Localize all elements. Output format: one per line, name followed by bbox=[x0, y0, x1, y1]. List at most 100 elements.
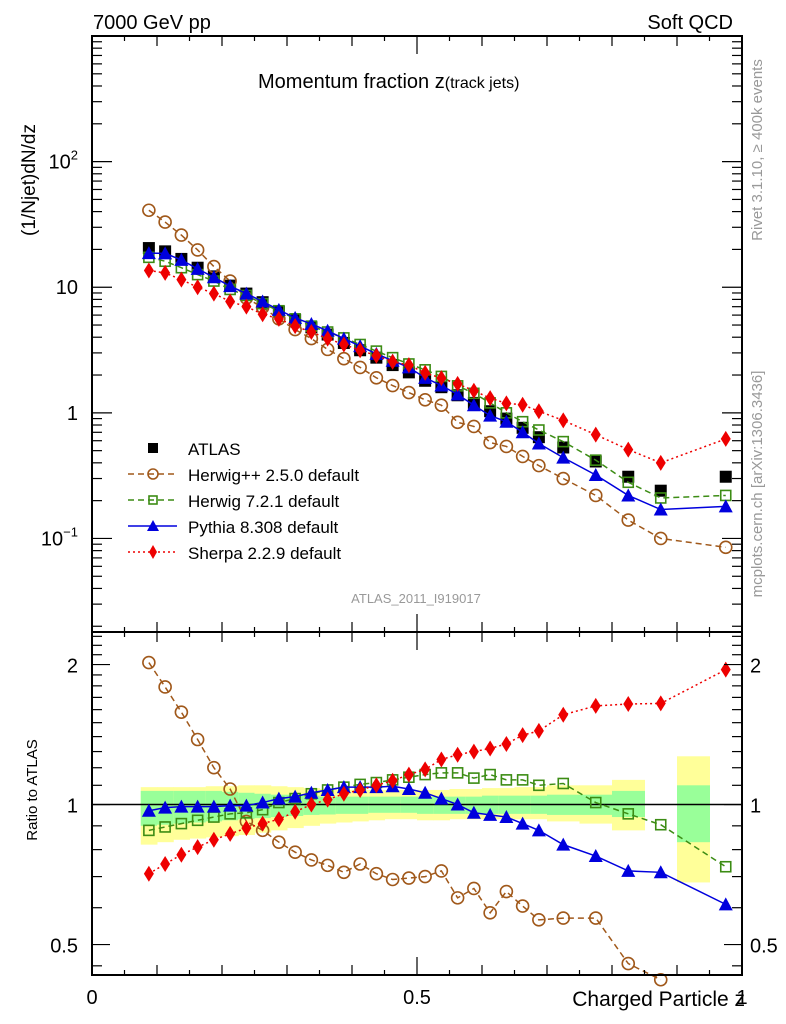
ratio-point-herwig-7-2-1-default bbox=[622, 808, 635, 820]
ratio-point-herwig-2-5-0-default bbox=[353, 857, 367, 871]
analysis-id-label: ATLAS_2011_I919017 bbox=[351, 591, 481, 606]
main-plot-frame bbox=[91, 35, 743, 633]
ratio-point-sherpa-2-2-9-default bbox=[176, 846, 187, 863]
ratio-y-tick-label-left: 2 bbox=[67, 656, 78, 678]
ratio-point-sherpa-2-2-9-default bbox=[273, 811, 284, 828]
ratio-point-herwig-2-5-0-default bbox=[207, 760, 221, 775]
main-point-sherpa-2-2-9-default bbox=[290, 318, 301, 335]
main-point-atlas bbox=[557, 441, 570, 454]
ratio-point-pythia-8-308-default bbox=[174, 799, 189, 813]
main-y-axis-label: (1/Njet)dN/dz bbox=[19, 124, 40, 236]
main-point-pythia-8-308-default bbox=[515, 425, 530, 439]
ratio-point-sherpa-2-2-9-default bbox=[720, 661, 731, 678]
ratio-point-herwig-2-5-0-default bbox=[304, 853, 319, 867]
ratio-point-herwig-2-5-0-default bbox=[467, 881, 481, 896]
x-tick-label: 1 bbox=[736, 987, 747, 1009]
ratio-point-herwig-2-5-0-default bbox=[190, 732, 205, 747]
x-tick-label: 0.5 bbox=[403, 987, 431, 1009]
x-axis-label: Charged Particle z bbox=[572, 988, 745, 1011]
main-point-herwig-2-5-0-default bbox=[418, 393, 432, 407]
ratio-point-pythia-8-308-default bbox=[223, 798, 238, 812]
ratio-point-herwig-2-5-0-default bbox=[434, 864, 449, 878]
main-point-sherpa-2-2-9-default bbox=[355, 342, 366, 359]
main-point-pythia-8-308-default bbox=[483, 408, 498, 422]
main-point-pythia-8-308-default bbox=[239, 286, 254, 300]
ratio-point-sherpa-2-2-9-default bbox=[355, 781, 366, 798]
main-point-herwig-2-5-0-default bbox=[369, 371, 384, 385]
ratio-y-tick-label-left: 1 bbox=[67, 796, 78, 818]
main-point-herwig-2-5-0-default bbox=[588, 488, 603, 503]
main-point-sherpa-2-2-9-default bbox=[468, 382, 479, 399]
main-point-sherpa-2-2-9-default bbox=[420, 364, 431, 381]
main-point-sherpa-2-2-9-default bbox=[225, 293, 236, 310]
ratio-point-pythia-8-308-default bbox=[531, 823, 546, 837]
ratio-point-sherpa-2-2-9-default bbox=[452, 746, 463, 763]
ratio-point-sherpa-2-2-9-default bbox=[468, 743, 479, 760]
main-point-pythia-8-308-default bbox=[718, 499, 733, 513]
mcplots-source-label: mcplots.cern.ch [arXiv:1306.3436] bbox=[749, 371, 766, 598]
main-point-sherpa-2-2-9-default bbox=[176, 271, 187, 288]
main-point-pythia-8-308-default bbox=[499, 414, 514, 428]
main-point-sherpa-2-2-9-default bbox=[403, 357, 414, 374]
ratio-point-herwig-7-2-1-default bbox=[654, 818, 667, 831]
main-point-pythia-8-308-default bbox=[174, 252, 189, 266]
legend-marker-atlas bbox=[148, 443, 158, 453]
main-point-herwig-2-5-0-default bbox=[621, 513, 636, 527]
main-point-herwig-2-5-0-default bbox=[653, 531, 668, 546]
ratio-point-pythia-8-308-default bbox=[588, 849, 603, 863]
ratio-point-herwig-2-5-0-default bbox=[288, 845, 302, 859]
main-series-group bbox=[141, 203, 733, 555]
legend-marker-pythia-8-308-default bbox=[147, 520, 159, 531]
main-point-pythia-8-308-default bbox=[304, 316, 319, 330]
legend: ATLAS Herwig++ 2.5.0 default Herwig 7.2.1 … bbox=[128, 440, 359, 563]
ratio-point-herwig-2-5-0-default bbox=[499, 884, 514, 899]
main-line-herwig-2-5-0-default bbox=[148, 209, 726, 549]
ratio-point-pythia-8-308-default bbox=[288, 789, 303, 803]
header-left: 7000 GeV pp bbox=[93, 12, 211, 34]
ratio-point-pythia-8-308-default bbox=[401, 782, 416, 796]
ratio-point-sherpa-2-2-9-default bbox=[387, 772, 398, 789]
main-point-herwig-2-5-0-default bbox=[142, 203, 156, 218]
ratio-point-herwig-2-5-0-default bbox=[369, 866, 384, 881]
ratio-point-pythia-8-308-default bbox=[621, 863, 636, 877]
ratio-point-herwig-7-2-1-default bbox=[500, 774, 513, 786]
main-point-herwig-7-2-1-default bbox=[533, 424, 545, 436]
ratio-point-herwig-7-2-1-default bbox=[435, 767, 448, 779]
main-point-sherpa-2-2-9-default bbox=[208, 285, 219, 302]
main-point-pythia-8-308-default bbox=[206, 270, 221, 284]
ratio-point-pythia-8-308-default bbox=[653, 865, 668, 879]
main-y-tick-label: 102 bbox=[49, 148, 78, 174]
main-point-sherpa-2-2-9-default bbox=[517, 396, 528, 413]
x-tick-label: 0 bbox=[86, 987, 97, 1009]
ratio-point-pythia-8-308-default bbox=[255, 795, 270, 809]
main-point-pythia-8-308-default bbox=[271, 302, 286, 316]
ratio-point-pythia-8-308-default bbox=[239, 798, 254, 812]
ratio-point-sherpa-2-2-9-default bbox=[338, 785, 349, 802]
main-point-sherpa-2-2-9-default bbox=[273, 310, 284, 327]
main-point-sherpa-2-2-9-default bbox=[590, 426, 601, 443]
ratio-point-herwig-2-5-0-default bbox=[556, 911, 571, 925]
ratio-point-herwig-2-5-0-default bbox=[515, 899, 530, 913]
ratio-point-sherpa-2-2-9-default bbox=[290, 803, 301, 820]
main-point-sherpa-2-2-9-default bbox=[371, 347, 382, 364]
main-point-pythia-8-308-default bbox=[158, 246, 173, 260]
main-point-herwig-2-5-0-default bbox=[434, 398, 449, 413]
main-point-pythia-8-308-default bbox=[531, 436, 546, 450]
ratio-y-axis-label: Ratio to ATLAS bbox=[24, 739, 41, 840]
ratio-point-sherpa-2-2-9-default bbox=[241, 820, 252, 837]
main-point-herwig-2-5-0-default bbox=[499, 439, 514, 454]
main-y-tick-label: 10 bbox=[56, 277, 78, 299]
ratio-point-herwig-2-5-0-default bbox=[174, 705, 189, 719]
ratio-point-pythia-8-308-default bbox=[320, 782, 335, 796]
main-point-herwig-7-2-1-default bbox=[557, 435, 570, 448]
main-point-pythia-8-308-default bbox=[255, 294, 270, 308]
ratio-point-sherpa-2-2-9-default bbox=[517, 727, 528, 744]
ratio-point-herwig-2-5-0-default bbox=[272, 835, 286, 849]
ratio-y-tick-label-right: 1 bbox=[750, 796, 761, 818]
main-point-herwig-2-5-0-default bbox=[174, 228, 189, 242]
ratio-point-herwig-2-5-0-default bbox=[653, 972, 668, 987]
main-point-herwig-7-2-1-default bbox=[622, 476, 635, 489]
ratio-point-pythia-8-308-default bbox=[466, 805, 481, 819]
main-line-sherpa-2-2-9-default bbox=[148, 269, 727, 464]
main-point-sherpa-2-2-9-default bbox=[501, 395, 512, 412]
